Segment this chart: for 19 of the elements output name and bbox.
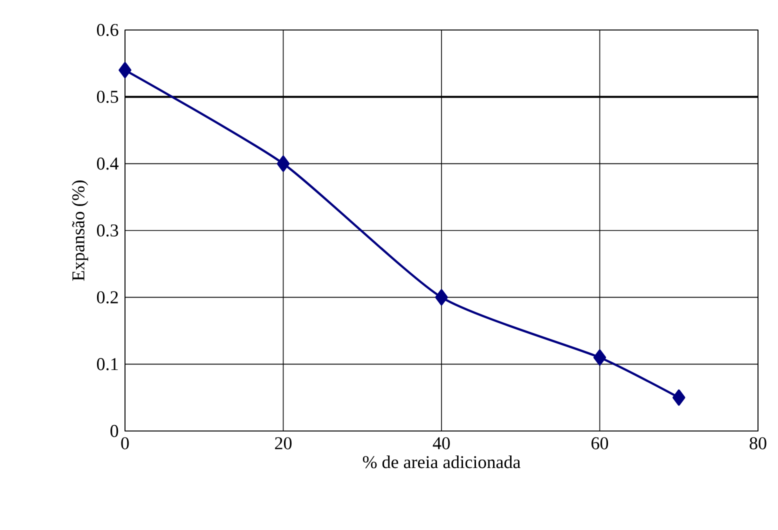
point [435, 289, 448, 306]
y-axis-title: Expansão (%) [72, 180, 88, 281]
y-tick-label: 0.6 [96, 24, 118, 36]
point [276, 156, 290, 172]
x-axis-title: % de areia adicionada [362, 456, 520, 468]
x-tick-label: 60 [592, 437, 608, 450]
y-tick-label: 0 [110, 424, 118, 438]
y-tick-label: 0.3 [96, 224, 118, 237]
x-tick-label: 40 [432, 437, 450, 450]
point [118, 62, 132, 78]
y-tick-label: 0.5 [96, 90, 118, 103]
y-tick-label: 0.4 [96, 158, 119, 170]
y-tick-label: 0.1 [96, 358, 118, 370]
point [593, 349, 606, 366]
x-tick-label: 0 [121, 437, 129, 450]
x-tick-label: 20 [275, 437, 292, 450]
y-tick-label: 0.2 [96, 291, 118, 304]
x-tick-label: 80 [750, 437, 766, 450]
point [672, 389, 686, 406]
